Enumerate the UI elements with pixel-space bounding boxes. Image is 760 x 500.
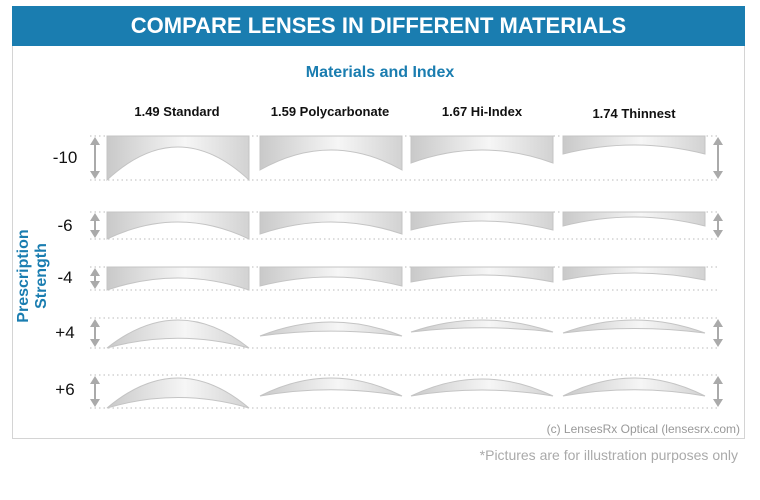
row-label-minus-4: -4	[57, 268, 73, 287]
lens-plus-r4-c1	[259, 377, 403, 397]
lens-minus-r1-c1	[259, 211, 403, 235]
thickness-arrow-right-up-icon	[713, 213, 723, 221]
thickness-arrow-left-up-icon	[90, 319, 100, 327]
materials-subtitle: Materials and Index	[305, 64, 455, 81]
lens-minus-r2-c3	[562, 266, 706, 281]
lens-plus-r4-c0	[106, 377, 250, 409]
copyright-text: (c) LensesRx Optical (lensesrx.com)	[546, 422, 740, 436]
row-label-minus-6: -6	[57, 216, 73, 235]
lens-minus-r0-c2	[410, 135, 554, 164]
row-label-plus-4: +4	[55, 323, 75, 342]
thickness-arrow-left-up-icon	[90, 137, 100, 145]
row-label-plus-6: +6	[55, 380, 75, 399]
thickness-arrow-right-down-icon	[713, 339, 723, 347]
thickness-arrow-left-down-icon	[90, 281, 100, 289]
thickness-arrow-left-up-icon	[90, 213, 100, 221]
lens-plus-r3-c0	[106, 319, 250, 349]
comparison-panel	[12, 46, 745, 439]
thickness-arrow-left-down-icon	[90, 399, 100, 407]
lens-minus-r0-c3	[562, 135, 706, 155]
thickness-arrow-right-up-icon	[713, 137, 723, 145]
thickness-arrow-right-down-icon	[713, 399, 723, 407]
thickness-arrow-right-down-icon	[713, 230, 723, 238]
thickness-arrow-right-up-icon	[713, 319, 723, 327]
thickness-arrow-left-down-icon	[90, 230, 100, 238]
column-header-polycarbonate: 1.59 Polycarbonate	[270, 104, 390, 119]
row-label-minus-10: -10	[52, 148, 78, 167]
thickness-arrow-right-up-icon	[713, 376, 723, 384]
lens-minus-r0-c0	[106, 135, 250, 182]
thickness-arrow-left-up-icon	[90, 268, 100, 276]
column-header-standard: 1.49 Standard	[134, 104, 220, 119]
header-title: COMPARE LENSES IN DIFFERENT MATERIALS	[12, 6, 745, 46]
lens-plus-r4-c2	[410, 378, 554, 397]
lens-minus-r1-c2	[410, 211, 554, 231]
lens-plus-r3-c3	[562, 319, 706, 334]
lens-minus-r1-c0	[106, 211, 250, 240]
lens-plus-r3-c2	[410, 319, 554, 333]
illustration-footnote: *Pictures are for illustration purposes …	[479, 447, 738, 463]
thickness-arrow-left-down-icon	[90, 339, 100, 347]
thickness-arrow-left-up-icon	[90, 376, 100, 384]
thickness-arrow-left-down-icon	[90, 171, 100, 179]
lens-plus-r3-c1	[259, 321, 403, 337]
lens-minus-r2-c0	[106, 266, 250, 291]
column-header-hi-index: 1.67 Hi-Index	[441, 104, 523, 119]
lens-minus-r0-c1	[259, 135, 403, 171]
thickness-arrow-right-down-icon	[713, 171, 723, 179]
lens-plus-r4-c3	[562, 377, 706, 397]
lens-minus-r1-c3	[562, 211, 706, 227]
column-header-thinnest: 1.74 Thinnest	[592, 106, 676, 121]
lens-minus-r2-c1	[259, 266, 403, 287]
lens-minus-r2-c2	[410, 266, 554, 283]
